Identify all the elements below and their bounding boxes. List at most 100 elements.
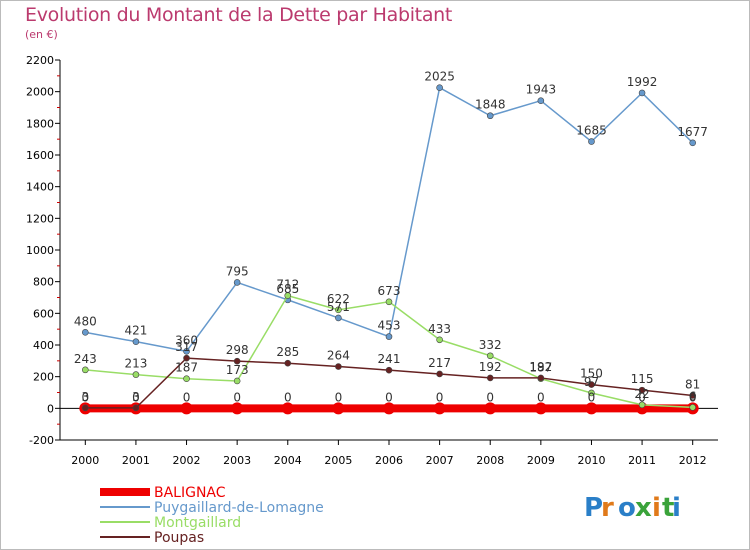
- data-label: 0: [233, 390, 241, 404]
- data-point: [689, 392, 696, 399]
- x-tick-label: 2012: [679, 454, 707, 467]
- data-point: [233, 357, 241, 365]
- data-label: 1677: [677, 125, 708, 139]
- data-point: [486, 112, 494, 120]
- series-montgaillard: [82, 292, 696, 411]
- logo-letter: x: [635, 493, 652, 523]
- data-label: 433: [428, 322, 451, 336]
- x-tick-label: 2007: [426, 454, 454, 467]
- data-label: 0: [284, 390, 292, 404]
- legend-label: Puygaillard-de-Lomagne: [154, 500, 324, 516]
- y-tick-label: 800: [33, 276, 54, 289]
- series-poupas: [82, 354, 696, 412]
- chart-title: Evolution du Montant de la Dette par Hab…: [25, 4, 453, 26]
- data-point: [335, 363, 342, 370]
- logo-letter: P: [584, 493, 603, 523]
- logo-letter: i: [672, 493, 681, 523]
- series-lines: 0 0 0 0 0 0 0 0 0 0 0 0 0 480 421 360 795 685 571 453 2025 18…: [74, 70, 708, 415]
- data-label: 571: [327, 300, 350, 314]
- x-tick-label: 2008: [476, 454, 504, 467]
- data-label: 0: [183, 390, 191, 404]
- y-tick-label: -200: [29, 434, 54, 447]
- data-point: [484, 402, 497, 415]
- logo-letter: r: [601, 493, 614, 523]
- data-point: [436, 84, 443, 92]
- data-point: [689, 139, 696, 147]
- data-point: [486, 374, 494, 382]
- data-label: 421: [124, 324, 147, 338]
- logo-letter: t: [662, 493, 674, 523]
- data-point: [284, 292, 292, 299]
- data-label: 360: [175, 333, 198, 347]
- logo-letter: o: [618, 493, 636, 523]
- data-point: [689, 404, 696, 411]
- data-label: 97: [584, 375, 599, 389]
- data-label: 150: [580, 367, 603, 381]
- data-label: 187: [529, 361, 552, 375]
- data-point: [588, 381, 595, 388]
- data-point: [585, 402, 598, 415]
- data-point: [537, 97, 545, 104]
- data-point: [82, 404, 89, 412]
- data-label: 213: [124, 357, 147, 371]
- data-label: 285: [276, 345, 299, 359]
- data-label: 332: [479, 338, 502, 352]
- x-tick-label: 2011: [628, 454, 656, 467]
- data-label: 3: [81, 390, 89, 404]
- data-label: 1992: [627, 75, 658, 89]
- x-tick-label: 2010: [577, 454, 605, 467]
- data-label: 217: [428, 356, 451, 370]
- data-label: 22: [634, 387, 649, 401]
- x-tick-label: 2006: [375, 454, 403, 467]
- data-point: [284, 359, 292, 367]
- legend-label: Montgaillard: [154, 515, 241, 531]
- data-point: [638, 89, 646, 97]
- data-label: 1685: [576, 124, 607, 138]
- data-point: [183, 354, 190, 362]
- data-point: [132, 371, 140, 378]
- data-point: [233, 279, 241, 286]
- legend-label: BALIGNAC: [154, 485, 226, 501]
- data-point: [231, 402, 244, 415]
- data-point: [433, 402, 446, 415]
- x-tick-label: 2009: [527, 454, 555, 467]
- data-label: 264: [327, 349, 350, 363]
- data-point: [537, 374, 545, 382]
- data-point: [132, 338, 140, 345]
- data-point: [436, 370, 443, 378]
- data-label: 115: [631, 372, 654, 386]
- y-tick-label: 1000: [26, 244, 54, 257]
- data-point: [233, 377, 241, 385]
- data-point: [385, 298, 393, 306]
- chart-subtitle: (en €): [25, 28, 58, 41]
- data-label: 81: [685, 378, 700, 392]
- data-label: 243: [74, 352, 97, 366]
- data-label: 622: [327, 292, 350, 306]
- y-tick-label: 1200: [26, 212, 54, 225]
- data-label: 795: [226, 264, 249, 278]
- x-tick-label: 2002: [173, 454, 201, 467]
- data-point: [486, 352, 494, 360]
- data-label: 712: [276, 278, 299, 292]
- data-point: [132, 404, 140, 412]
- data-point: [332, 402, 345, 415]
- proxiti-logo: Pr o x i ti: [584, 493, 681, 523]
- data-point: [385, 366, 393, 374]
- data-label: 298: [226, 343, 249, 357]
- data-label: 0: [537, 390, 545, 404]
- data-label: 192: [529, 360, 552, 374]
- y-tick-label: 2000: [26, 86, 54, 99]
- data-point: [436, 336, 443, 344]
- data-point: [383, 402, 395, 415]
- data-point: [638, 401, 646, 409]
- data-label: 0: [486, 390, 494, 404]
- x-tick-label: 2000: [71, 454, 99, 467]
- data-label: 1848: [475, 98, 506, 112]
- data-point: [588, 138, 595, 145]
- data-point: [588, 389, 595, 397]
- data-label: 0: [335, 390, 343, 404]
- data-label: 480: [74, 314, 97, 328]
- data-label: 1943: [526, 83, 557, 97]
